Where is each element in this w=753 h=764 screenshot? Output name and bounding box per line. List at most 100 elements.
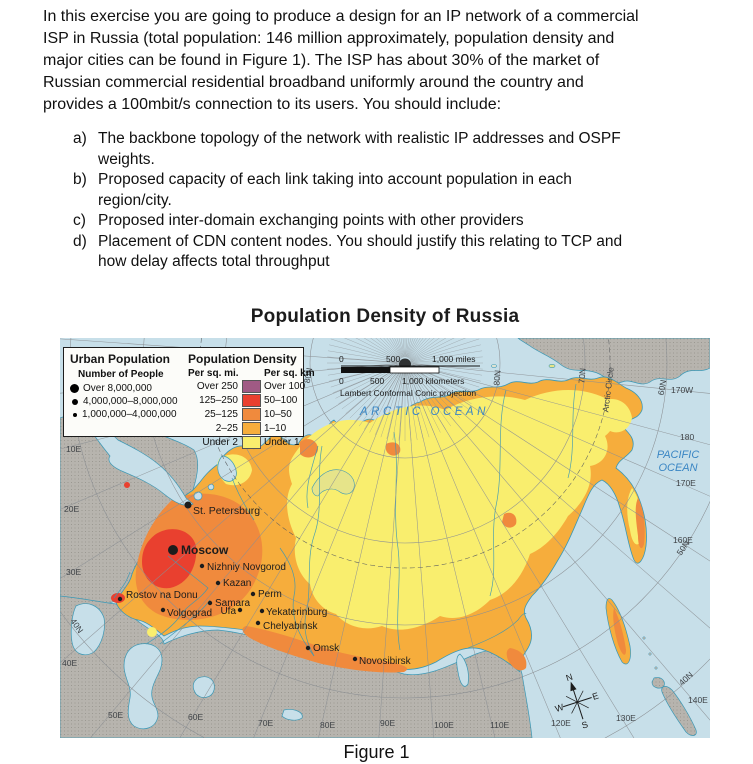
ob-river bbox=[304, 445, 323, 657]
city-yekaterinburg: Yekaterinburg bbox=[259, 607, 327, 618]
grid-label: 60E bbox=[188, 712, 203, 722]
grid-label: 170E bbox=[676, 478, 696, 488]
list-text: Proposed capacity of each link taking in… bbox=[98, 170, 572, 211]
new-siberian-islet bbox=[491, 364, 497, 368]
meridian-line bbox=[412, 363, 710, 394]
lake-baikal bbox=[456, 653, 469, 687]
meridian-line bbox=[410, 350, 483, 363]
compass-n-label: N bbox=[565, 672, 574, 684]
city-dot bbox=[237, 607, 243, 613]
scale-km-500: 500 bbox=[370, 376, 384, 386]
city-novosibirsk: Novosibirsk bbox=[352, 656, 412, 667]
city-omsk: Omsk bbox=[305, 643, 340, 654]
city-dot bbox=[250, 591, 256, 597]
legend-urban-label: Over 8,000,000 bbox=[83, 383, 152, 394]
density-swatch bbox=[242, 422, 261, 435]
intro-line: ISP in Russia (total population: 146 mil… bbox=[43, 30, 615, 47]
arctic-ocean-label: ARCTIC OCEAN bbox=[359, 406, 489, 418]
meridian-line bbox=[363, 338, 400, 361]
seas-and-lakes bbox=[70, 423, 469, 730]
caspian-sea bbox=[123, 643, 163, 730]
sakhalin-orange-streak bbox=[613, 608, 626, 655]
kuril-island bbox=[642, 636, 646, 640]
map-title: Population Density of Russia bbox=[250, 306, 520, 327]
grid-label: 160E bbox=[673, 535, 693, 545]
figure-1: Population Density of Russia bbox=[60, 298, 710, 738]
intro-line: major cities can be found in Figure 1). … bbox=[43, 52, 600, 69]
pacific-ocean-label: PACIFIC bbox=[657, 449, 700, 461]
meridian-line bbox=[407, 368, 441, 433]
meridian-line bbox=[394, 338, 403, 358]
intro-line: provides a 100mbit/s connection to its u… bbox=[43, 96, 502, 113]
meridian-line bbox=[344, 338, 400, 361]
city-label: Ufa bbox=[220, 606, 236, 617]
meridian-line bbox=[364, 368, 403, 430]
meridian-line bbox=[406, 338, 412, 358]
list-item-b: b) Proposed capacity of each link taking… bbox=[73, 170, 723, 211]
meridian-line bbox=[408, 338, 427, 359]
grid-label: 30E bbox=[66, 567, 81, 577]
ocean-labels: ARCTIC OCEAN PACIFIC OCEAN bbox=[359, 406, 699, 474]
meridian-line bbox=[389, 338, 403, 358]
density-under1-overlays bbox=[147, 389, 643, 637]
meridian-line bbox=[60, 368, 400, 664]
south-siberia-orange-strip bbox=[242, 626, 408, 673]
meridian-line bbox=[406, 370, 496, 738]
meridian-line bbox=[409, 338, 435, 360]
meridian-line bbox=[329, 344, 400, 362]
meridian-line bbox=[330, 338, 400, 362]
legend-mi-value: Over 250 bbox=[196, 381, 238, 392]
meridian-line bbox=[406, 338, 414, 358]
meridian-line bbox=[375, 338, 401, 360]
density-swatch bbox=[242, 394, 261, 407]
grid-label: 40E bbox=[62, 658, 77, 668]
grid-label: 110E bbox=[490, 720, 510, 730]
compass-rose: N E W S bbox=[554, 672, 600, 731]
city-size-dot-small bbox=[73, 412, 77, 417]
yenisei-river bbox=[393, 431, 401, 651]
meridian-line bbox=[374, 368, 403, 436]
map-legend: Urban Population Number of People Over 8… bbox=[63, 347, 315, 449]
legend-km-value: Over 100 bbox=[264, 381, 306, 392]
meridian-line bbox=[409, 367, 461, 419]
legend-urban-label: 1,000,000–4,000,000 bbox=[82, 409, 177, 420]
legend-density-title: Population Density bbox=[188, 352, 297, 366]
list-line: weights. bbox=[98, 150, 155, 168]
city-label: Perm bbox=[258, 589, 282, 600]
density-swatch bbox=[242, 380, 261, 393]
meridian-line bbox=[406, 368, 430, 438]
legend-mi-value: 125–250 bbox=[199, 395, 238, 406]
volga-river bbox=[145, 555, 209, 645]
city-dot bbox=[207, 600, 213, 606]
intro-line: Russian commercial residential broadband… bbox=[43, 74, 584, 91]
meridian-line bbox=[327, 356, 400, 363]
meridian-line bbox=[410, 344, 481, 362]
scale-miles-1000: 1,000 miles bbox=[432, 354, 475, 364]
rivers bbox=[113, 383, 577, 657]
meridian-line bbox=[405, 338, 410, 358]
vladivostok-orange bbox=[506, 648, 527, 671]
city-label: Volgograd bbox=[167, 608, 212, 619]
legend-density-table: Per sq. mi. Per sq. km Over 250 Over 100… bbox=[188, 368, 316, 449]
legend-density-section: Population Density Per sq. mi. Per sq. k… bbox=[188, 352, 316, 449]
legend-mi-value: 25–125 bbox=[204, 409, 238, 420]
wrangel-islet bbox=[548, 363, 556, 368]
legend-km-value: 1–10 bbox=[264, 423, 287, 434]
list-item-a: a) The backbone topology of the network … bbox=[73, 129, 723, 170]
meridian-line bbox=[369, 368, 403, 433]
cities: St. Petersburg Moscow Nizhniy Novgorod bbox=[117, 501, 412, 667]
hokkaido-island bbox=[651, 677, 665, 689]
city-dot bbox=[160, 607, 166, 613]
meridian-line bbox=[407, 338, 421, 358]
city-nizhniy-novgorod: Nizhniy Novgorod bbox=[199, 562, 286, 573]
city-dot bbox=[199, 563, 205, 569]
meridian-line bbox=[410, 356, 483, 363]
grid-label: 50E bbox=[108, 710, 123, 720]
density-10-50-overlays bbox=[135, 439, 645, 673]
city-moscow: Moscow bbox=[168, 543, 229, 557]
compass-line bbox=[565, 696, 589, 709]
meridian-line bbox=[380, 368, 404, 438]
city-label: Novosibirsk bbox=[359, 656, 412, 667]
grid-label: 80N bbox=[302, 367, 315, 384]
meridian-line bbox=[355, 338, 400, 361]
